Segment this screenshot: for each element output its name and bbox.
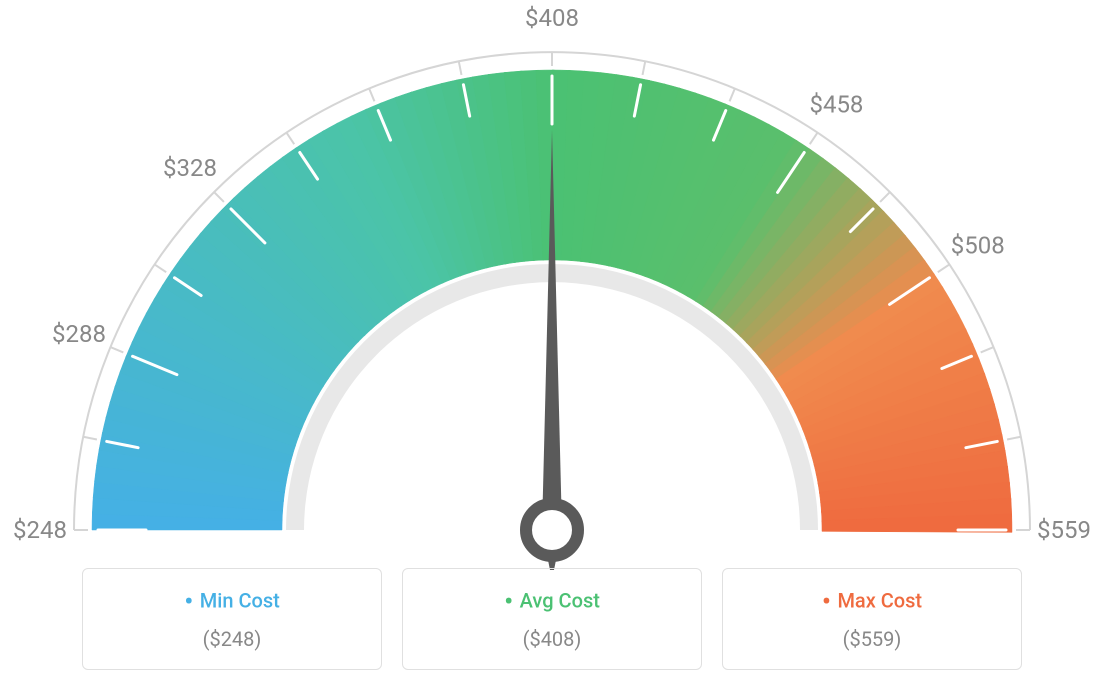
svg-text:$248: $248 <box>13 516 67 544</box>
legend-max: Max Cost ($559) <box>722 568 1022 670</box>
legend-max-label: Max Cost <box>763 587 981 617</box>
svg-text:$458: $458 <box>809 90 863 118</box>
gauge-chart: $248 $288 $328 $408 $458 $508 $559 <box>0 0 1104 570</box>
svg-text:$328: $328 <box>163 154 217 182</box>
legend-avg-value: ($408) <box>443 627 661 651</box>
legend-avg: Avg Cost ($408) <box>402 568 702 670</box>
svg-text:$408: $408 <box>525 4 579 32</box>
legend-max-value: ($559) <box>763 627 981 651</box>
legend-min-value: ($248) <box>123 627 341 651</box>
legend-avg-label: Avg Cost <box>443 587 661 617</box>
svg-text:$508: $508 <box>951 232 1005 260</box>
svg-text:$288: $288 <box>52 320 106 348</box>
svg-text:$559: $559 <box>1037 516 1091 544</box>
legend-min-label: Min Cost <box>123 587 341 617</box>
legend: Min Cost ($248) Avg Cost ($408) Max Cost… <box>0 568 1104 670</box>
legend-min: Min Cost ($248) <box>82 568 382 670</box>
